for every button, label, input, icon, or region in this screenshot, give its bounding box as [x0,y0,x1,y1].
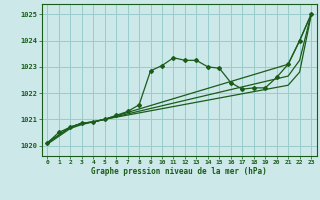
X-axis label: Graphe pression niveau de la mer (hPa): Graphe pression niveau de la mer (hPa) [91,167,267,176]
